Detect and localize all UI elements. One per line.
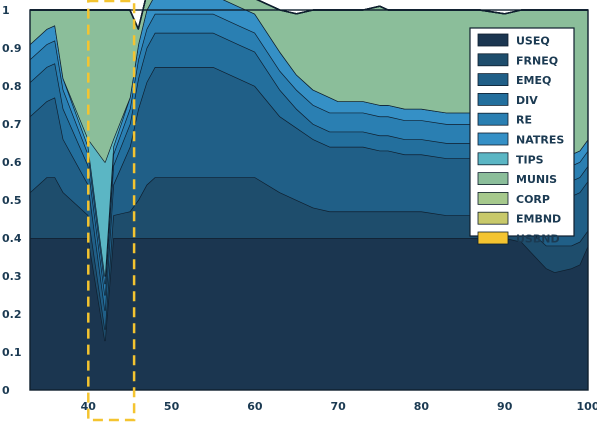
legend-swatch-munis	[477, 172, 509, 186]
legend-label-frneq: FRNEQ	[516, 54, 558, 67]
legend-label-natres: NATRES	[516, 134, 564, 147]
legend-label-div: DIV	[516, 94, 538, 107]
y-tick-label: 0.2	[2, 308, 22, 321]
y-tick-label: 0.5	[2, 194, 22, 207]
y-tick-label: 1	[2, 4, 10, 17]
y-tick-label: 0	[2, 384, 10, 397]
y-tick-label: 0.8	[2, 80, 22, 93]
x-tick-label: 90	[497, 400, 513, 413]
y-tick-label: 0.1	[2, 346, 22, 359]
legend: USEQ FRNEQ EMEQ DIV RE NATRES TIPS MUNIS CORP EMB…	[469, 27, 575, 246]
y-tick-label: 0.4	[2, 232, 22, 245]
highlight-box	[87, 0, 136, 422]
legend-swatch-tips	[477, 152, 509, 166]
legend-label-tips: TIPS	[516, 153, 544, 166]
legend-swatch-frneq	[477, 53, 509, 67]
area-frneq	[30, 177, 588, 341]
legend-label-emeq: EMEQ	[516, 74, 551, 87]
legend-swatch-emeq	[477, 73, 509, 86]
legend-swatch-usbnd	[477, 231, 509, 245]
legend-swatch-div	[477, 93, 509, 106]
x-axis-ticks: 40 50 60 70 80 90 100	[81, 400, 597, 413]
legend-label-usbnd: USBND	[516, 233, 560, 246]
legend-swatch-re	[477, 112, 509, 126]
x-tick-label: 40	[81, 400, 97, 413]
legend-label-embnd: EMBND	[516, 213, 561, 226]
y-tick-label: 0.9	[2, 42, 22, 55]
y-axis-ticks: 0 0.1 0.2 0.3 0.4 0.5 0.6 0.7 0.8 0.9 1	[2, 4, 22, 397]
highlight-region	[87, 0, 136, 422]
plot-frame	[29, 9, 589, 391]
legend-label-munis: MUNIS	[516, 173, 557, 186]
legend-label-re: RE	[516, 114, 532, 127]
x-tick-label: 70	[330, 400, 346, 413]
y-tick-label: 0.3	[2, 270, 22, 283]
x-tick-label: 50	[164, 400, 180, 413]
area-useq	[30, 238, 588, 390]
x-tick-label: 80	[414, 400, 430, 413]
legend-swatch-natres	[477, 132, 509, 146]
y-tick-label: 0.6	[2, 156, 22, 169]
legend-swatch-corp	[477, 191, 509, 205]
legend-label-corp: CORP	[516, 193, 550, 206]
y-tick-label: 0.7	[2, 118, 22, 131]
area-layers	[29, 0, 589, 391]
x-tick-label: 100	[577, 400, 597, 413]
legend-swatch-embnd	[477, 211, 509, 225]
area-munis	[30, 0, 588, 162]
x-tick-label: 60	[247, 400, 263, 413]
area-emeq	[30, 67, 588, 330]
legend-swatch-useq	[477, 33, 509, 47]
legend-label-useq: USEQ	[516, 35, 550, 48]
